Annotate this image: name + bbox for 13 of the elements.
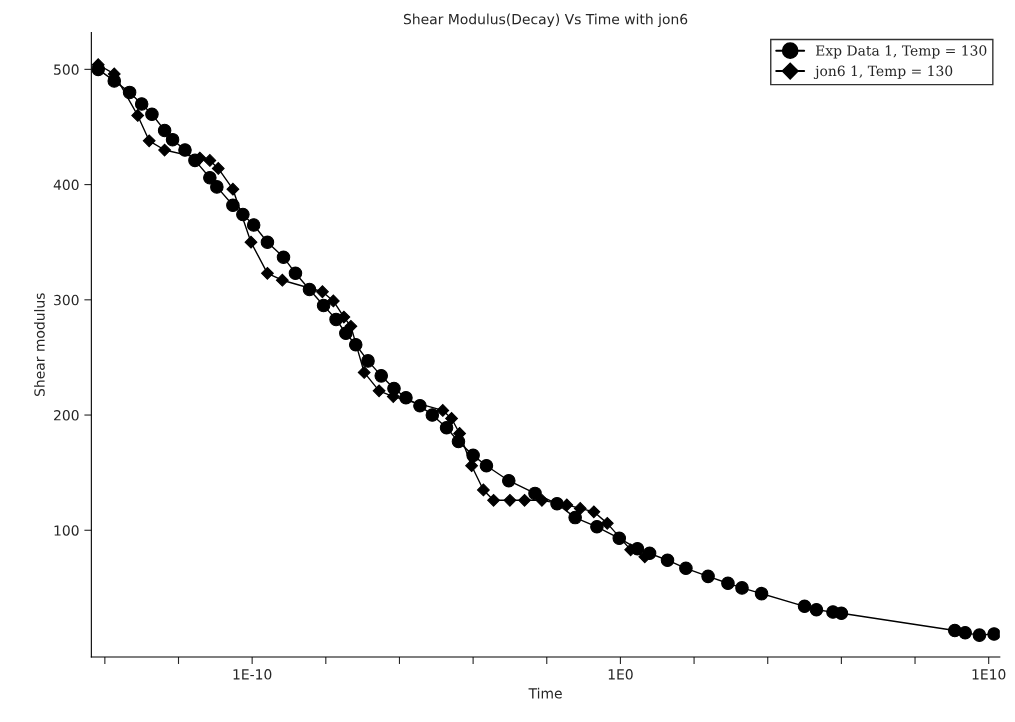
- y-tick-label: 400: [53, 179, 79, 191]
- x-axis-title: Time: [528, 687, 562, 699]
- legend-label: jon6 1, Temp = 130: [813, 65, 953, 80]
- legend-label: Exp Data 1, Temp = 130: [815, 45, 987, 59]
- x-tick-label: 1E-10: [233, 669, 272, 680]
- y-axis-title: Shear modulus: [34, 293, 45, 397]
- y-tick-label: 300: [54, 294, 79, 306]
- x-tick-label: 1E10: [972, 669, 1006, 680]
- x-tick-label: 1E0: [608, 669, 633, 680]
- y-tick-label: 100: [54, 525, 79, 536]
- chart-title: Shear Modulus(Decay) Vs Time with jon6: [403, 13, 688, 28]
- y-tick-label: 200: [54, 410, 79, 421]
- y-tick-label: 500: [54, 64, 79, 75]
